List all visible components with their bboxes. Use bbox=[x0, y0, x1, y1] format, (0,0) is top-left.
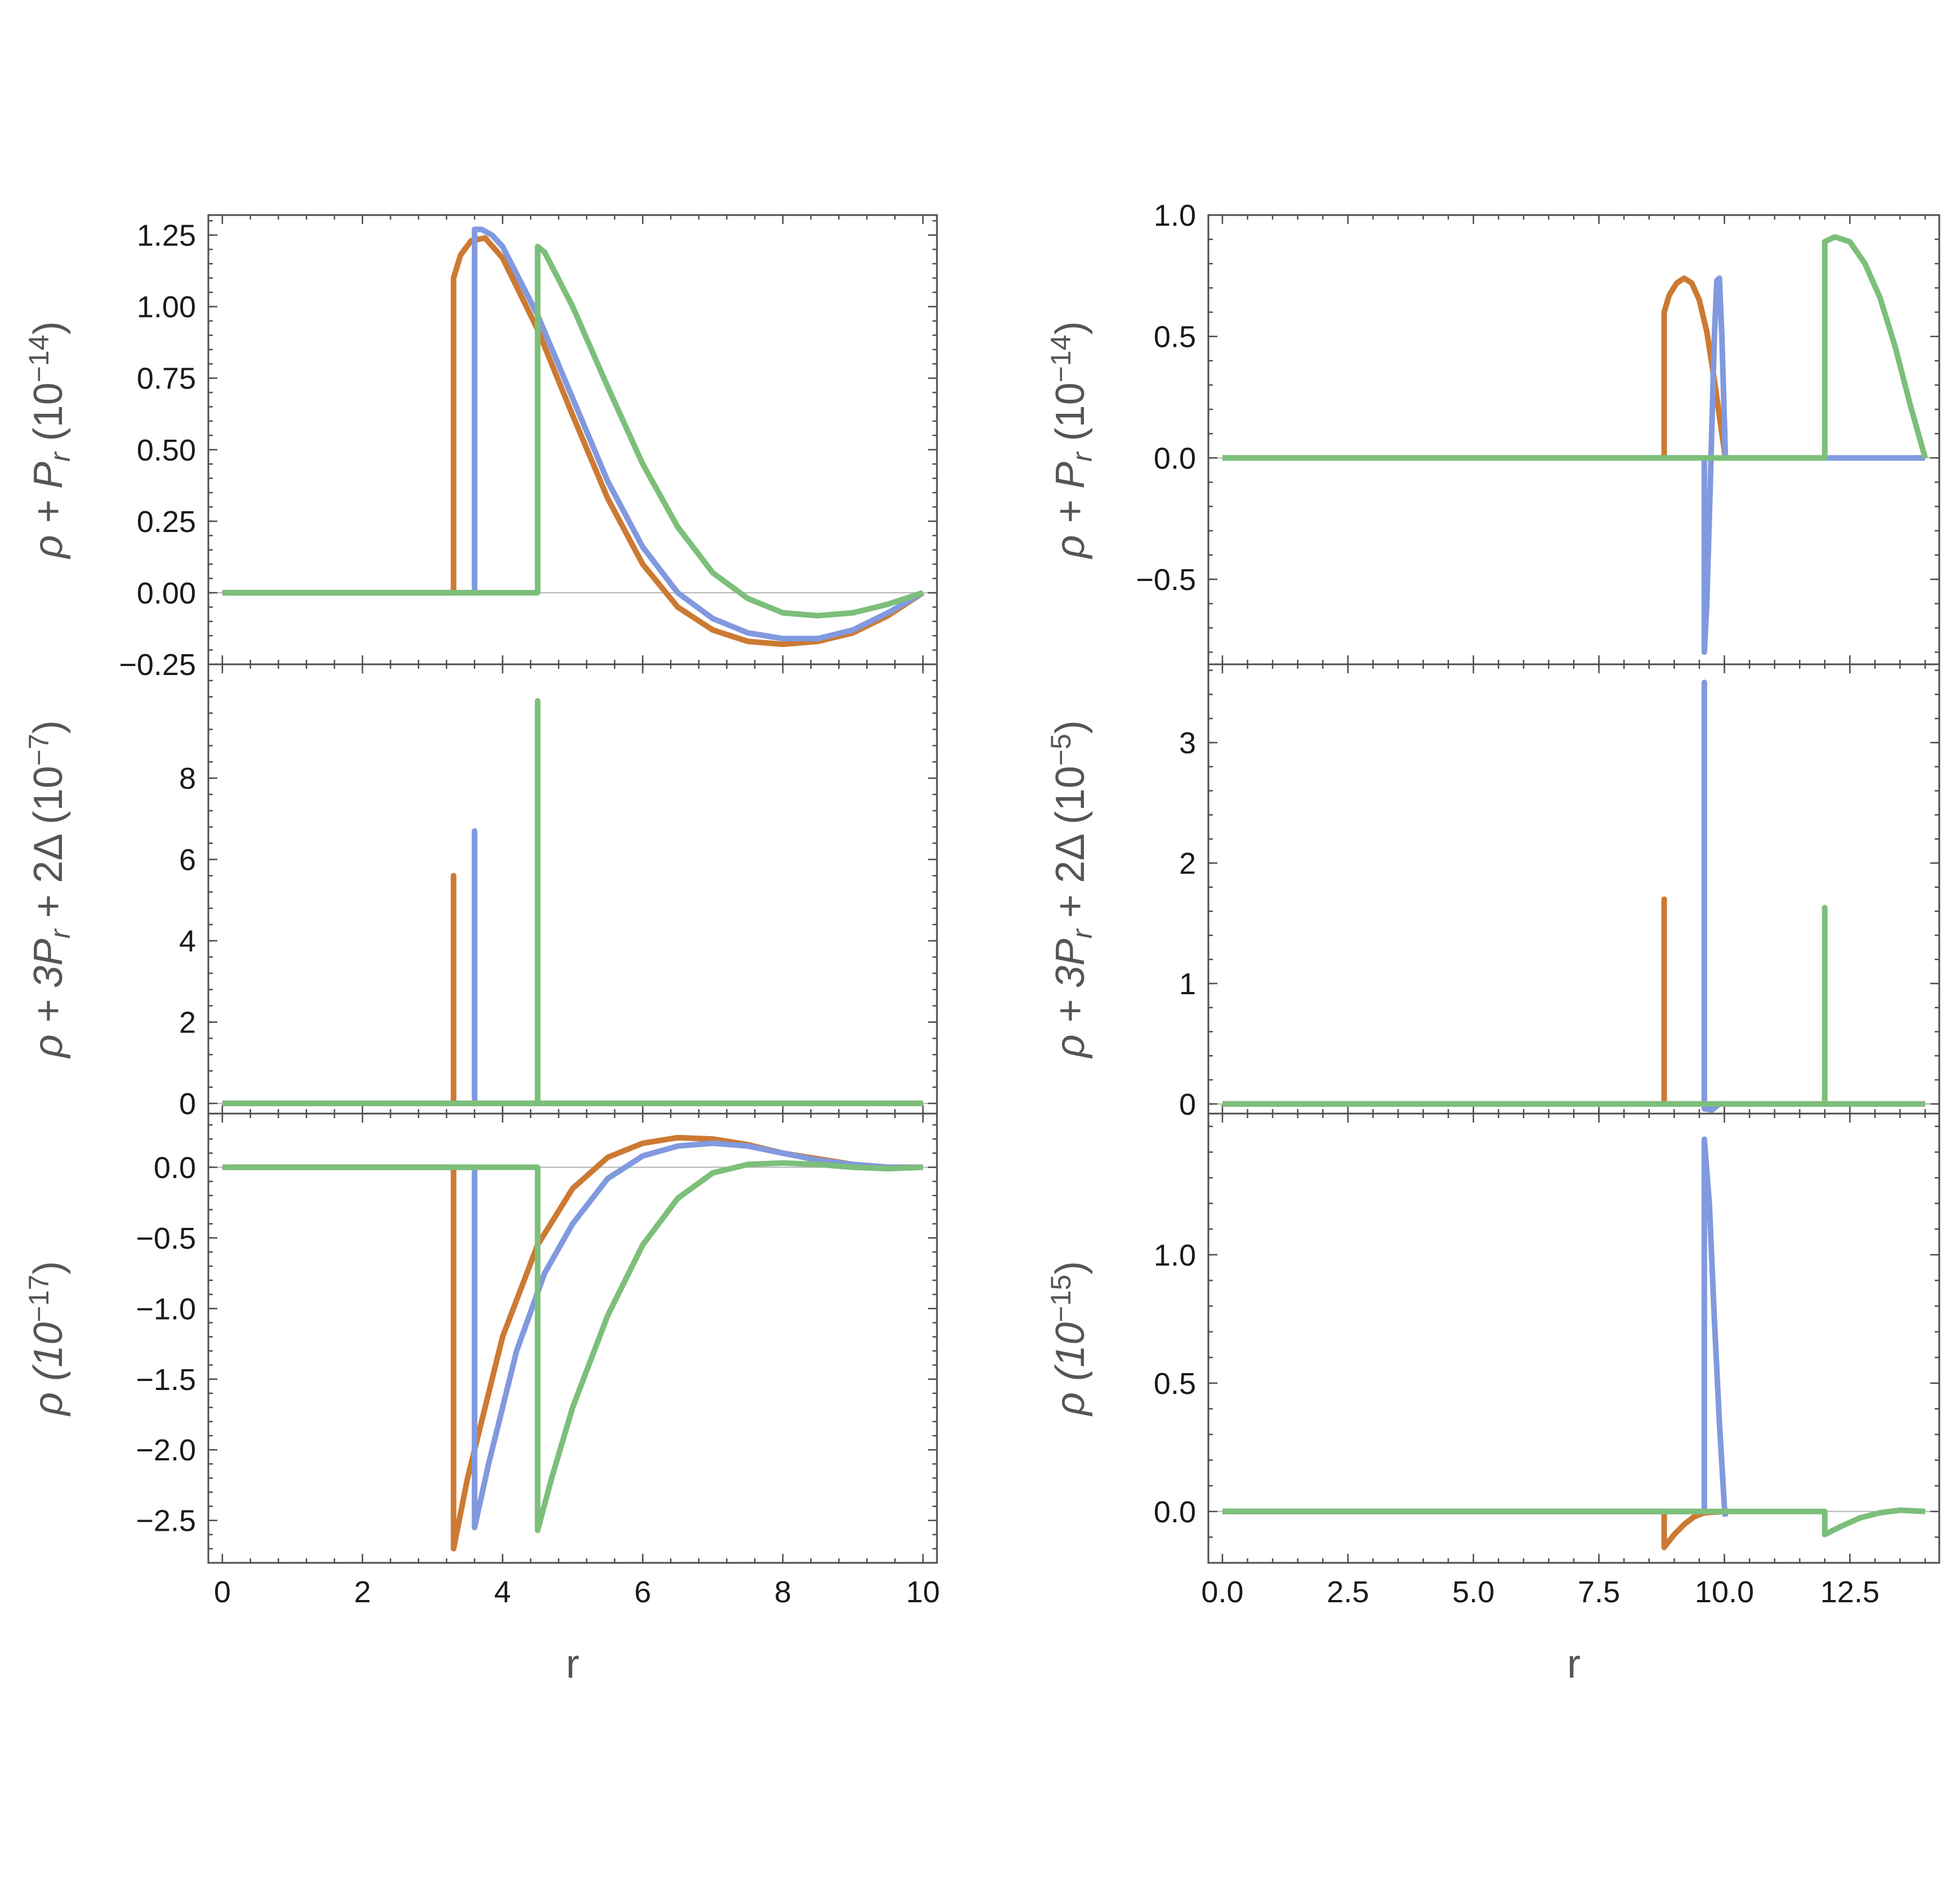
y-tick-label: 2 bbox=[179, 1006, 196, 1040]
x-axis-title: r bbox=[1567, 1642, 1581, 1687]
y-axis-title: ρ (10−15) bbox=[1045, 1261, 1093, 1416]
x-tick-label: 7.5 bbox=[1578, 1575, 1620, 1609]
x-tick-label: 2 bbox=[354, 1575, 371, 1609]
series-line-1 bbox=[1222, 896, 1925, 1107]
series-line-3 bbox=[1222, 905, 1925, 1107]
series-line-2 bbox=[222, 1140, 923, 1531]
y-tick-label: 8 bbox=[179, 762, 196, 795]
y-tick-label: 0.25 bbox=[137, 505, 196, 539]
y-tick-label: −0.5 bbox=[136, 1222, 196, 1255]
y-tick-label: 0.75 bbox=[137, 362, 196, 396]
y-tick-label: 0.0 bbox=[1154, 1495, 1196, 1529]
y-tick-label: 0.00 bbox=[137, 576, 196, 610]
plot-frame bbox=[207, 663, 938, 1115]
y-tick-label: 1.00 bbox=[137, 290, 196, 324]
y-axis-title: ρ + 3Pr + 2Δ (10−7) bbox=[23, 720, 76, 1058]
series-line-1 bbox=[222, 235, 925, 647]
x-tick-label: 5.0 bbox=[1452, 1575, 1494, 1609]
y-tick-label: 0 bbox=[1179, 1088, 1196, 1121]
y-tick-label: −2.0 bbox=[136, 1433, 196, 1467]
x-tick-label: 10 bbox=[906, 1575, 940, 1609]
series-line-2 bbox=[1222, 680, 1725, 1113]
panel-right-bottom: 0.0 2.5 5.0 7.5 10.0 12.5 0.0 0.5 1.0 ρ (10−15) r bbox=[1045, 1112, 1940, 1687]
y-tick-label: 3 bbox=[1179, 726, 1196, 760]
series-line-3 bbox=[1222, 234, 1928, 461]
y-axis-title: ρ + 3Pr + 2Δ (10−5) bbox=[1045, 720, 1098, 1058]
series-line-1 bbox=[222, 873, 923, 1106]
y-tick-label: 0.5 bbox=[1154, 1367, 1196, 1401]
plot-frame bbox=[1207, 1112, 1940, 1564]
series-line-1 bbox=[1222, 275, 1729, 461]
y-tick-label: 2 bbox=[1179, 847, 1196, 881]
x-tick-label: 2.5 bbox=[1327, 1575, 1369, 1609]
x-tick-label: 4 bbox=[494, 1575, 511, 1609]
panel-right-middle: 0 1 2 3 ρ + 3Pr + 2Δ (10−5) bbox=[1045, 663, 1940, 1121]
x-axis-title: r bbox=[566, 1642, 579, 1687]
y-tick-label: 4 bbox=[179, 924, 196, 958]
x-tick-label: 8 bbox=[774, 1575, 791, 1609]
x-tick-label: 0 bbox=[214, 1575, 231, 1609]
series-line-3 bbox=[1222, 1507, 1926, 1537]
series-line-2 bbox=[222, 226, 925, 642]
y-tick-label: −0.5 bbox=[1136, 563, 1196, 597]
y-axis-title: ρ + Pr (10−14) bbox=[1045, 321, 1098, 560]
y-tick-label: 1 bbox=[1179, 967, 1196, 1001]
y-tick-label: 0 bbox=[179, 1087, 196, 1121]
plot-frame bbox=[1207, 214, 1940, 665]
series-line-2 bbox=[1222, 275, 1925, 655]
y-tick-label: 0.5 bbox=[1154, 320, 1196, 354]
plot-frame bbox=[1207, 663, 1940, 1115]
y-tick-label: −1.5 bbox=[136, 1363, 196, 1397]
y-tick-label: 0.0 bbox=[1154, 441, 1196, 475]
y-tick-label: −2.5 bbox=[136, 1504, 196, 1538]
y-tick-label: 1.0 bbox=[1154, 199, 1196, 233]
x-tick-label: 12.5 bbox=[1820, 1575, 1880, 1609]
series-line-2 bbox=[1222, 1136, 1729, 1517]
y-tick-label: 6 bbox=[179, 843, 196, 877]
series-line-2 bbox=[222, 828, 923, 1106]
panel-right-top: −0.5 0.0 0.5 1.0 ρ + Pr (10−14) bbox=[1045, 199, 1940, 665]
series-line-1 bbox=[222, 1134, 923, 1552]
panel-left-middle: 0 2 4 6 8 ρ + 3Pr + 2Δ (10−7) bbox=[23, 663, 938, 1121]
panel-left-bottom: 0 2 4 6 8 10 −2.5 −2.0 −1.5 −1.0 −0.5 0.0 ρ (10−17) r bbox=[23, 1112, 940, 1687]
series-line-3 bbox=[222, 1160, 923, 1534]
y-tick-label: 0.0 bbox=[154, 1151, 196, 1185]
y-axis-title: ρ (10−17) bbox=[23, 1261, 71, 1416]
y-tick-label: 1.25 bbox=[137, 219, 196, 253]
x-tick-label: 0.0 bbox=[1201, 1575, 1243, 1609]
series-line-3 bbox=[222, 698, 923, 1106]
series-line-1 bbox=[1222, 1508, 1725, 1550]
y-tick-label: 0.50 bbox=[137, 433, 196, 467]
y-tick-label: −0.25 bbox=[119, 648, 196, 682]
series-line-3 bbox=[222, 243, 924, 619]
y-tick-label: −1.0 bbox=[136, 1292, 196, 1326]
y-tick-label: 1.0 bbox=[1154, 1239, 1196, 1272]
panel-left-top: −0.25 0.00 0.25 0.50 0.75 1.00 1.25 ρ + Pr (10−… bbox=[23, 214, 938, 682]
plot-frame bbox=[207, 1112, 938, 1564]
x-tick-label: 6 bbox=[634, 1575, 651, 1609]
plot-frame bbox=[207, 214, 938, 665]
y-axis-title: ρ + Pr (10−14) bbox=[23, 321, 76, 560]
x-tick-label: 10.0 bbox=[1695, 1575, 1754, 1609]
